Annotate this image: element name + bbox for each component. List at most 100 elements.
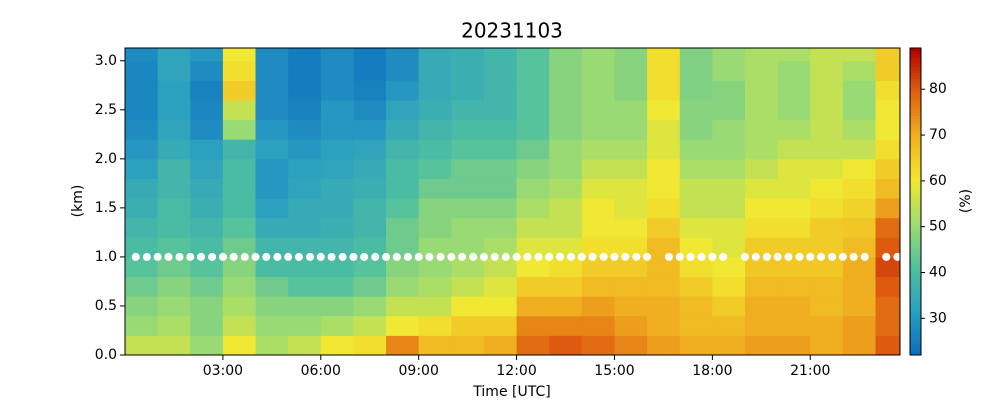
colorbar [910,48,921,356]
cell [875,48,900,62]
colorbar-step [910,321,921,325]
point [294,252,303,261]
cell [288,335,322,355]
cell [190,217,224,238]
cell [842,315,877,336]
cell [581,276,615,297]
cell [386,178,420,199]
cell [418,99,452,121]
cell [745,237,779,258]
y-tick-label: 0.5 [95,298,117,314]
cell [777,119,811,140]
cell [288,139,322,160]
cell [614,60,648,81]
plot-frame [124,47,901,356]
cell [353,217,387,238]
x-axis-label: Time [UTC] [472,384,550,400]
cell [483,80,518,101]
cell [157,60,191,81]
colorbar-tick-label: 50 [929,219,947,235]
point [490,252,499,261]
cell [125,178,159,199]
cell [810,178,844,199]
cell [125,237,159,258]
cell [549,198,583,219]
cell [353,119,387,140]
x-tick-label: 09:00 [399,363,439,379]
cell [679,48,713,62]
cell [647,60,681,81]
colorbar-step [910,183,921,187]
cell [581,217,615,238]
cell [483,335,518,355]
cell [549,60,583,81]
colorbar-step [910,173,921,178]
colorbar-step [910,345,921,350]
colorbar-step [910,351,921,356]
cell [157,99,191,121]
cell [125,99,159,121]
cell [549,217,583,238]
colorbar-step [910,121,921,126]
cell [679,80,713,101]
cell [581,119,615,140]
colorbar-step [910,275,921,279]
point [567,252,576,261]
cell [777,178,811,199]
cell [581,315,615,336]
colorbar-step [910,115,921,120]
cell [614,276,648,297]
cell [516,296,550,317]
cell [549,178,583,199]
point [523,252,532,261]
cell [418,315,452,336]
cell [516,315,550,336]
cell [320,139,354,160]
cell [614,237,648,258]
cell [288,178,322,199]
cell [222,335,257,355]
colorbar-step [910,308,921,313]
cell [451,296,485,317]
colorbar-step [910,78,921,83]
point [262,252,271,261]
cell [451,178,485,199]
cell [549,48,583,62]
colorbar-step [910,97,921,101]
cell [516,119,550,140]
cell [875,158,900,179]
cell [353,139,387,160]
cell [320,296,354,317]
cell [386,48,420,62]
cell [222,60,257,81]
cell [386,158,420,179]
chart-title: 20231103 [461,19,563,43]
colorbar-step [910,284,921,288]
colorbar-step [910,195,921,199]
point [273,252,282,261]
cell [777,335,811,355]
cell [222,119,257,140]
cell [418,119,452,140]
colorbar-step [910,348,921,353]
cell [320,158,354,179]
cell [418,158,452,179]
colorbar-step [910,318,921,322]
cell [679,178,713,199]
cell [483,178,518,199]
cell [418,256,452,278]
point [153,252,162,261]
cell [875,276,900,297]
cell [614,198,648,219]
cell [255,158,289,179]
point [882,252,891,261]
cell [549,80,583,101]
cell [875,237,900,258]
cell [647,48,681,62]
cell [679,256,713,278]
cell [386,119,420,140]
cell [581,48,615,62]
colorbar-step [910,210,921,215]
cell [549,158,583,179]
cell [581,60,615,81]
